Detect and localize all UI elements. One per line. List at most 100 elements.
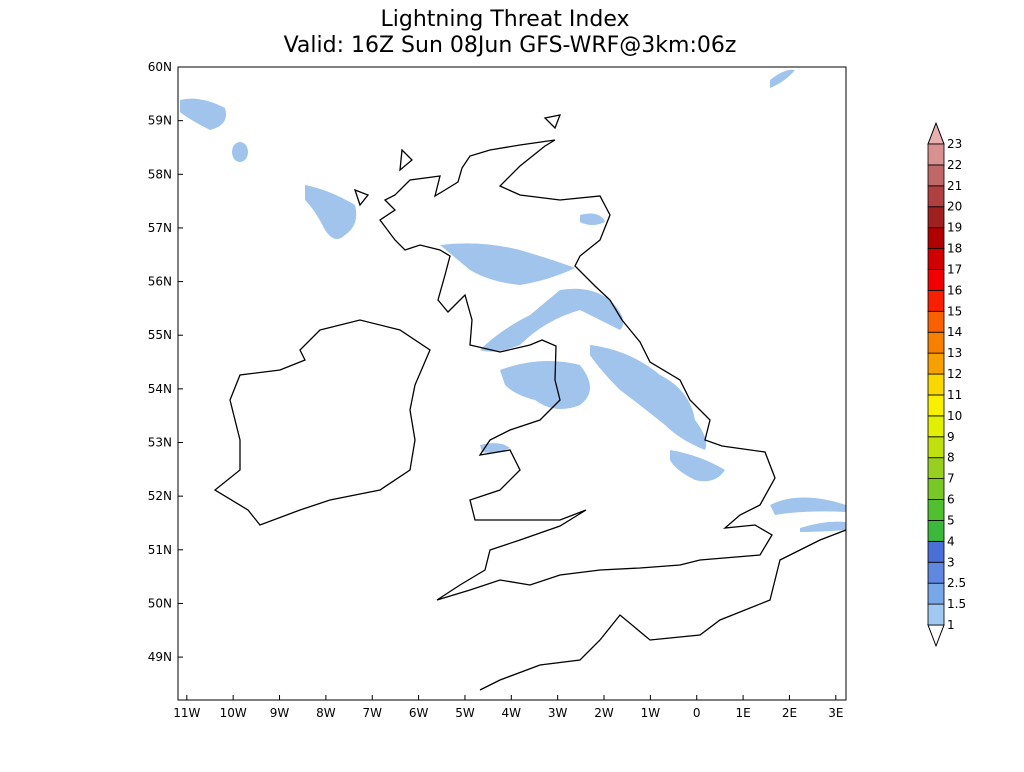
colorbar-label: 14 xyxy=(947,325,962,339)
x-tick-label: 10W xyxy=(220,706,247,720)
y-tick-label: 59N xyxy=(148,114,172,128)
colorbar-box xyxy=(927,499,945,521)
shaded-area xyxy=(305,185,357,239)
colorbar-label: 23 xyxy=(947,137,962,151)
colorbar-label: 1 xyxy=(947,618,955,632)
shaded-area xyxy=(770,497,846,515)
colorbar-box xyxy=(927,143,945,166)
colorbar-label: 22 xyxy=(947,158,962,172)
colorbar-label: 19 xyxy=(947,221,962,235)
colorbar-box xyxy=(927,373,945,396)
x-tick-label: 2W xyxy=(594,706,614,720)
colorbar-label: 20 xyxy=(947,200,962,214)
x-tick-label: 5W xyxy=(455,706,475,720)
ireland xyxy=(213,319,431,526)
colorbar-label: 5 xyxy=(947,513,955,527)
great-britain xyxy=(379,139,776,601)
shaded-area xyxy=(800,521,846,532)
shaded-area xyxy=(590,345,707,450)
colorbar-label: 10 xyxy=(947,409,962,423)
shaded-area xyxy=(670,450,725,482)
y-tick-label: 54N xyxy=(148,382,172,396)
x-tick-label: 0 xyxy=(693,706,701,720)
x-tick-label: 3W xyxy=(548,706,568,720)
y-tick-label: 58N xyxy=(148,167,172,181)
colorbar-label: 16 xyxy=(947,283,962,297)
shaded-area xyxy=(480,288,624,352)
shaded-area xyxy=(580,213,605,225)
y-tick-label: 55N xyxy=(148,328,172,342)
x-tick-label: 3E xyxy=(828,706,843,720)
shaded-area xyxy=(440,243,575,285)
colorbar-label: 3 xyxy=(947,555,955,569)
colorbar-label: 11 xyxy=(947,388,962,402)
colorbar-label: 2.5 xyxy=(947,576,966,590)
x-tick-label: 6W xyxy=(409,706,429,720)
y-tick-label: 51N xyxy=(148,543,172,557)
colorbar-label: 9 xyxy=(947,430,955,444)
colorbar-box xyxy=(927,269,945,291)
title-line-1: Lightning Threat Index xyxy=(380,7,629,32)
colorbar-under xyxy=(927,624,945,648)
x-tick-label: 7W xyxy=(362,706,382,720)
map-frame xyxy=(177,66,847,701)
colorbar-label: 13 xyxy=(947,346,962,360)
colorbar-box xyxy=(927,352,945,375)
coastlines xyxy=(213,114,847,691)
y-tick-label: 53N xyxy=(148,436,172,450)
x-tick-label: 8W xyxy=(316,706,336,720)
colorbar-label: 18 xyxy=(947,242,962,256)
title-line-2: Valid: 16Z Sun 08Jun GFS-WRF@3km:06z xyxy=(284,33,737,58)
colorbar-box xyxy=(927,185,945,208)
x-tick-label: 1E xyxy=(735,706,750,720)
colorbar-box xyxy=(927,561,945,584)
shaded-area xyxy=(770,69,795,88)
y-tick-label: 52N xyxy=(148,489,172,503)
colorbar-box xyxy=(927,478,945,500)
colorbar-label: 8 xyxy=(947,451,955,465)
colorbar-label: 12 xyxy=(947,367,962,381)
y-tick-label: 60N xyxy=(148,60,172,74)
shaded-area xyxy=(232,142,248,162)
colorbar-box xyxy=(927,582,945,605)
colorbar-box xyxy=(927,289,945,312)
shaded-area xyxy=(480,443,510,453)
colorbar-label: 6 xyxy=(947,493,955,507)
colorbar-label: 15 xyxy=(947,304,962,318)
colorbar-label: 1.5 xyxy=(947,597,966,611)
colorbar-box xyxy=(927,331,945,354)
colorbar-box xyxy=(927,457,945,480)
colorbar-label: 7 xyxy=(947,472,955,486)
colorbar-box xyxy=(927,540,945,563)
y-tick-label: 56N xyxy=(148,275,172,289)
colorbar-box xyxy=(927,227,945,249)
islands xyxy=(353,114,562,207)
x-tick-label: 11W xyxy=(173,706,200,720)
y-tick-label: 57N xyxy=(148,221,172,235)
x-tick-label: 9W xyxy=(270,706,290,720)
colorbar-label: 21 xyxy=(947,179,962,193)
colorbar-box xyxy=(927,415,945,438)
colorbar-label: 4 xyxy=(947,534,955,548)
colorbar-over xyxy=(927,121,945,145)
colorbar-label: 17 xyxy=(947,262,962,276)
shaded-area xyxy=(500,361,590,409)
colorbar-box xyxy=(927,248,945,270)
shading xyxy=(180,69,846,532)
y-tick-label: 50N xyxy=(148,596,172,610)
x-tick-label: 1W xyxy=(641,706,661,720)
colorbar-box xyxy=(927,436,945,459)
colorbar-box xyxy=(927,603,945,626)
x-tick-label: 4W xyxy=(502,706,522,720)
y-tick-label: 49N xyxy=(148,650,172,664)
shaded-area xyxy=(180,98,226,130)
colorbar-box xyxy=(927,520,945,542)
colorbar-box xyxy=(927,206,945,229)
colorbar-box xyxy=(927,394,945,417)
france xyxy=(479,529,847,691)
colorbar-box xyxy=(927,164,945,187)
x-tick-label: 2E xyxy=(782,706,797,720)
colorbar-box xyxy=(927,310,945,333)
